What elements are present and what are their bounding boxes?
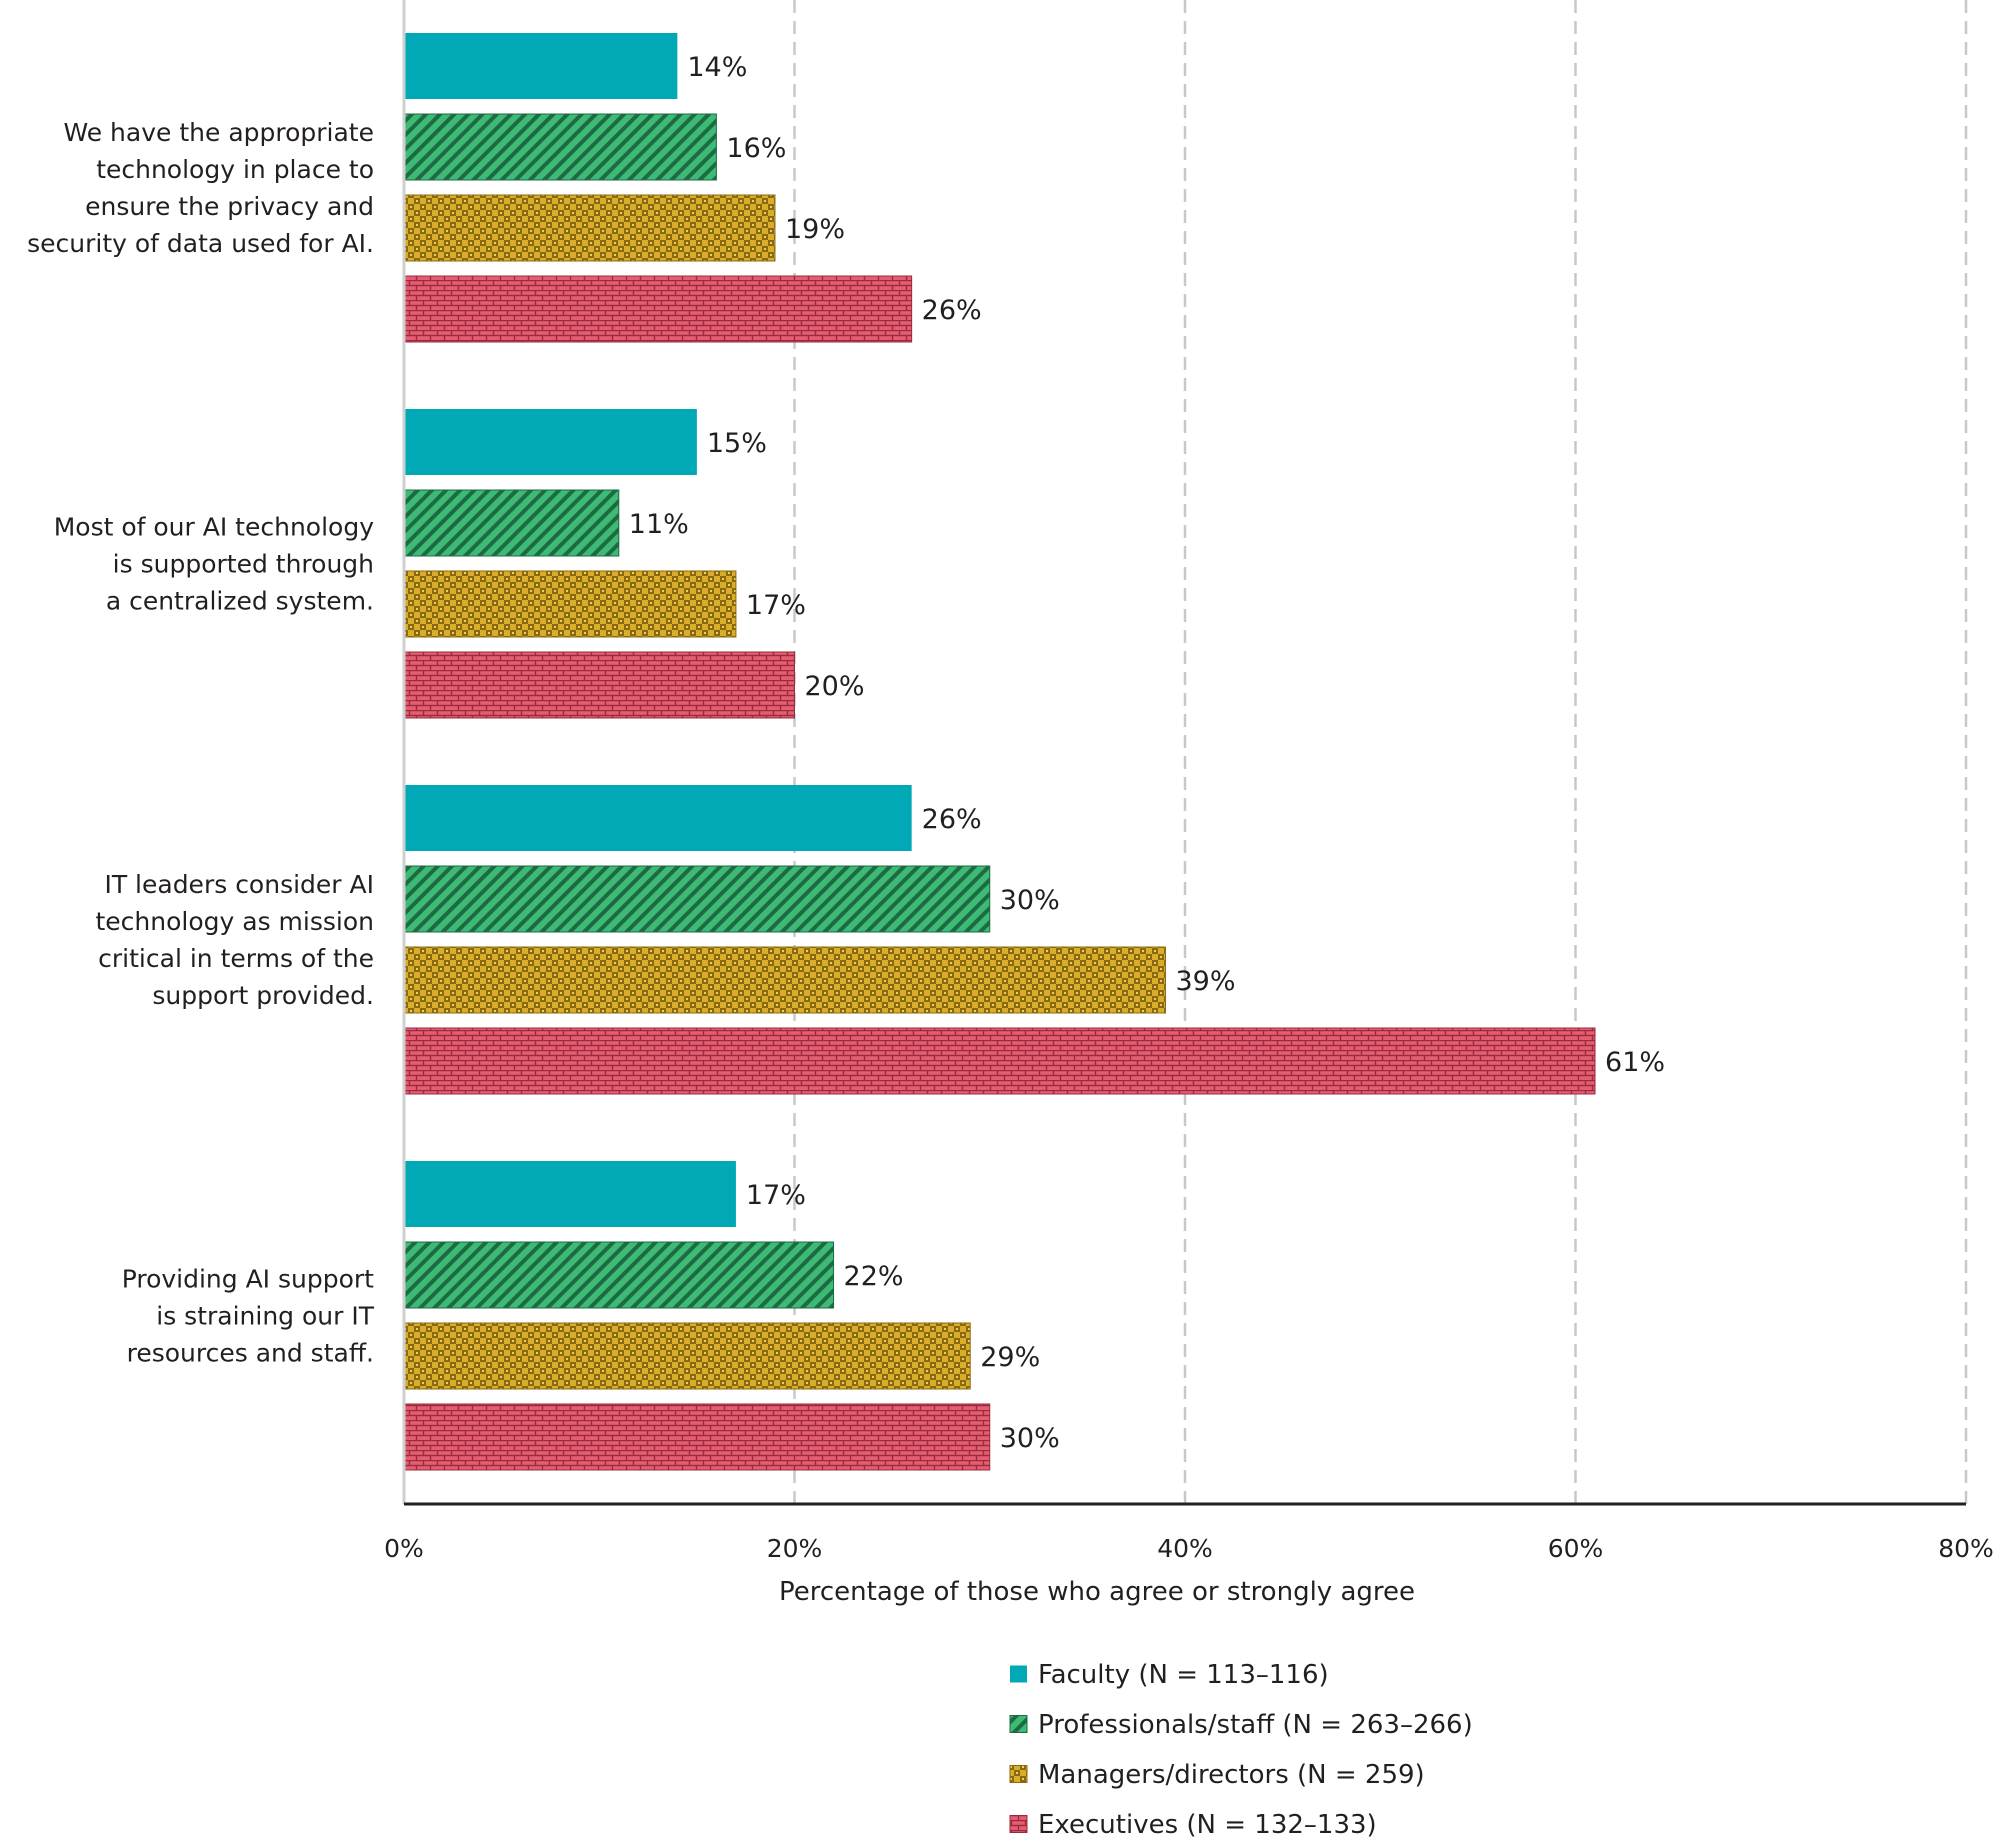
bar [404,33,678,99]
category-label-line: ensure the privacy and [85,192,374,221]
legend-entry: Executives (N = 132–133) [1038,1810,1377,1840]
bar [403,651,795,719]
data-label: 61% [1605,1047,1665,1078]
category-labels: We have the appropriate technology in pla… [27,118,375,1368]
category-label-line: technology in place to [96,155,374,184]
legend-entry: Managers/directors (N = 259) [1038,1760,1425,1790]
data-label: 11% [629,509,689,540]
bar [403,1027,1596,1095]
category-label-line: IT leaders consider AI [104,870,374,899]
bar [403,489,620,557]
x-tick-label: 60% [1548,1534,1604,1563]
x-tick-label: 40% [1157,1534,1213,1563]
data-label: 22% [844,1261,904,1292]
bar [403,570,737,638]
bar [403,865,991,933]
category-label-line: Providing AI support [122,1265,374,1294]
x-tick-label: 0% [384,1534,424,1563]
category-label-line: resources and staff. [127,1339,374,1368]
data-label: 15% [707,428,767,459]
bar [403,1322,971,1390]
category-label-line: a centralized system. [106,587,374,616]
legend-entry: Faculty (N = 113–116) [1038,1660,1329,1690]
legend: Faculty (N = 113–116) Professionals/staff… [1009,1660,1473,1840]
bar [404,1161,736,1227]
gridlines [793,0,1968,1504]
data-label: 26% [922,804,982,835]
legend-swatch [1009,1715,1028,1733]
data-label: 30% [1000,885,1060,916]
bar [404,785,912,851]
bar [403,275,913,343]
x-tick-label: 20% [767,1534,823,1563]
bar [403,113,717,181]
category-label: IT leaders consider AI technology as miss… [96,870,375,1010]
data-label: 17% [746,590,806,621]
category-label-line: is straining our IT [156,1302,374,1331]
data-label: 30% [1000,1423,1060,1454]
bar [403,946,1166,1014]
data-label: 14% [687,52,747,83]
bar [403,1403,991,1471]
category-label-line: technology as mission [96,907,375,936]
category-label-line: support provided. [152,981,374,1010]
legend-entry: Professionals/staff (N = 263–266) [1038,1710,1473,1740]
bar [403,194,776,262]
axes [402,0,1966,1506]
category-label-line: security of data used for AI. [27,229,374,258]
category-label-line: Most of our AI technology [54,513,374,542]
tick-labels: 0% 20% 40% 60% 80% [384,1534,1994,1563]
data-label: 20% [805,671,865,702]
legend-swatch [1009,1765,1028,1783]
bar [404,409,697,475]
bars: 14% 16% 19% 26% 15% 11% 17% 20% 26% 30% 39% 61% 17% 2… [403,33,1665,1471]
legend-swatch [1009,1815,1028,1833]
bar [403,1241,835,1309]
legend-swatch [1010,1665,1027,1683]
category-label-line: We have the appropriate [63,118,374,147]
category-label: Most of our AI technology is supported th… [54,513,374,616]
category-label: We have the appropriate technology in pla… [27,118,374,258]
data-label: 17% [746,1180,806,1211]
data-label: 16% [726,133,786,164]
x-axis-title: Percentage of those who agree or strongl… [779,1577,1415,1607]
x-tick-label: 80% [1938,1534,1994,1563]
category-label-line: critical in terms of the [98,944,374,973]
data-label: 39% [1175,966,1235,997]
category-label: Providing AI support is straining our IT r… [122,1265,375,1368]
data-label: 26% [922,295,982,326]
category-label-line: is supported through [113,550,374,579]
data-label: 19% [785,214,845,245]
data-label: 29% [980,1342,1040,1373]
